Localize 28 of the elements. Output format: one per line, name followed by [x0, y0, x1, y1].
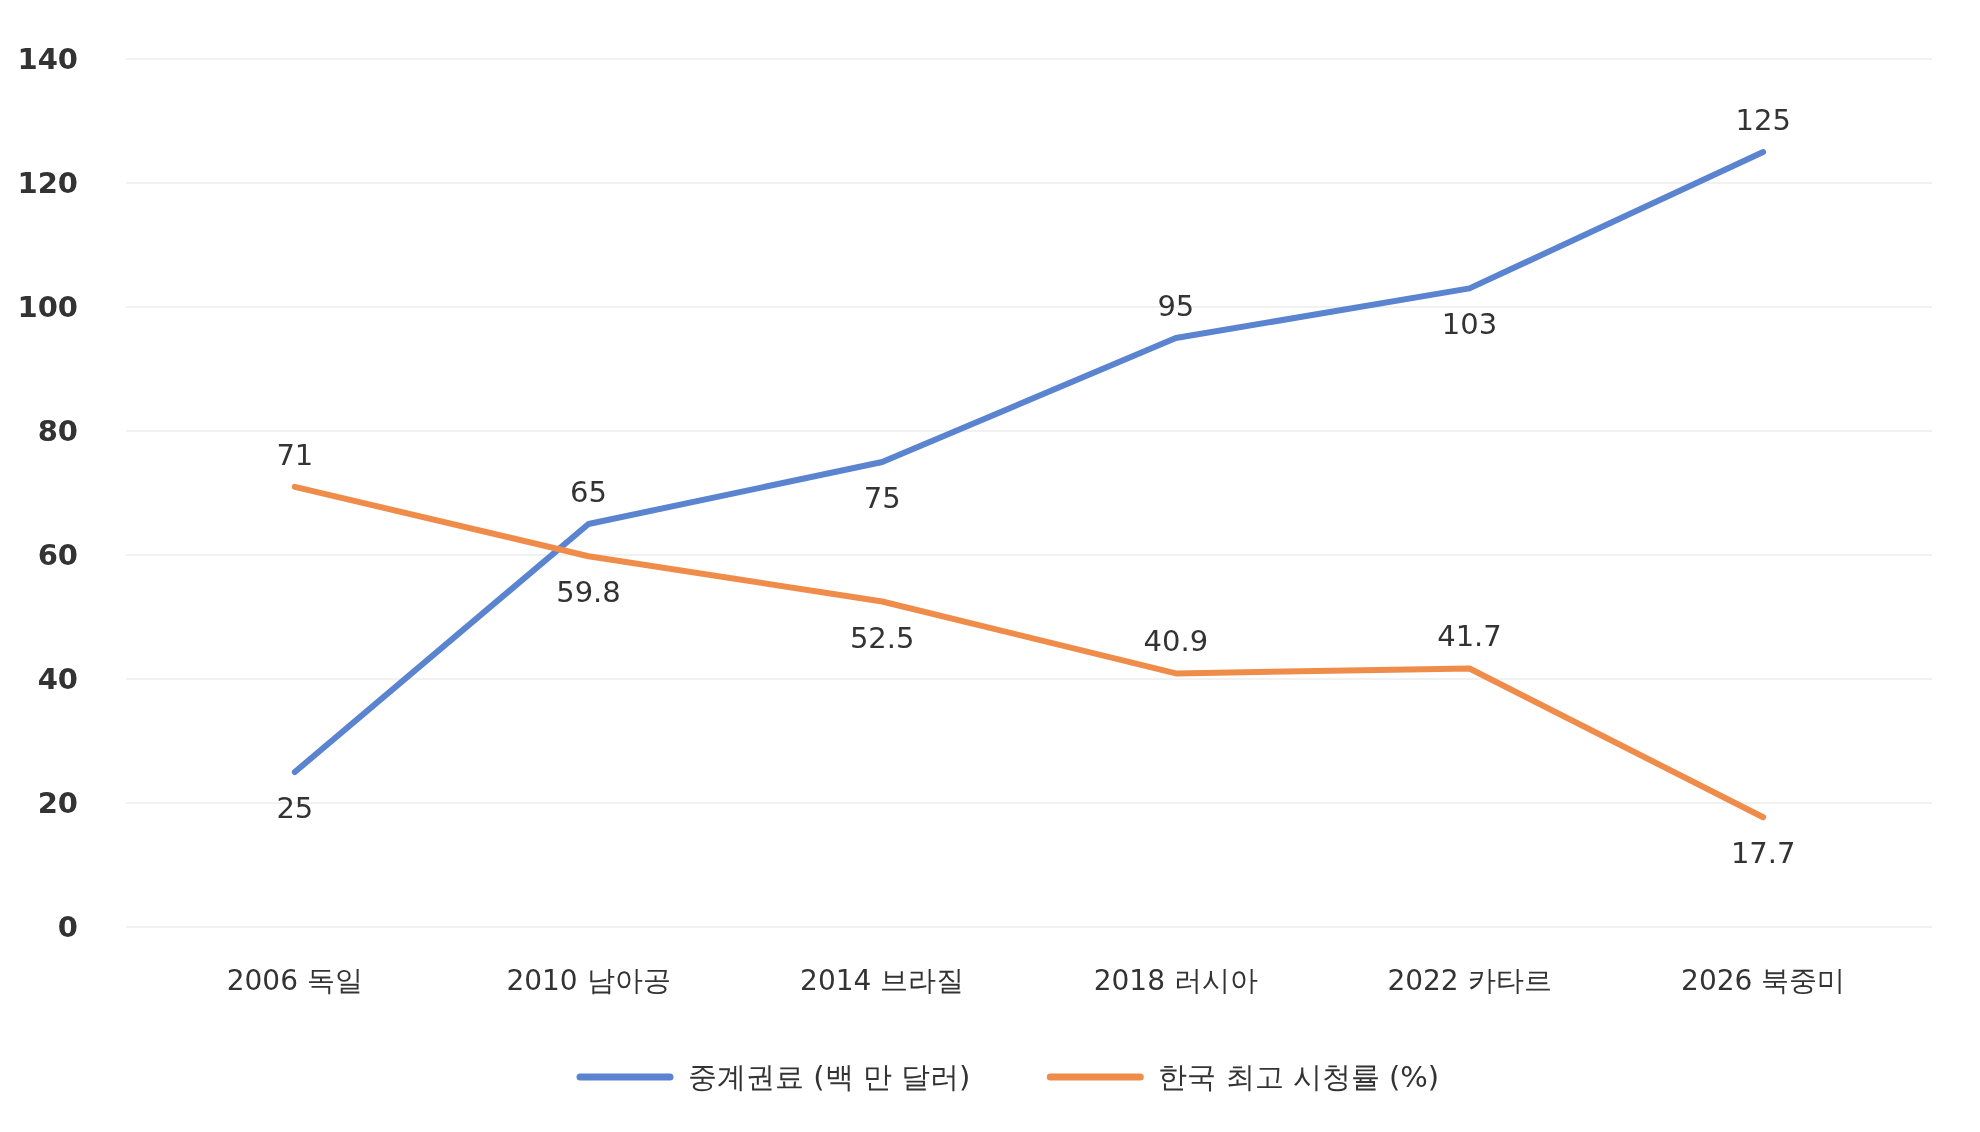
y-tick-label: 20 [37, 786, 78, 820]
data-label: 103 [1441, 307, 1498, 342]
y-tick-label: 80 [37, 414, 78, 448]
data-label: 75 [863, 481, 901, 515]
data-label: 17.7 [1730, 836, 1796, 871]
x-tick-label: 2014 브라질 [800, 964, 965, 997]
y-tick-label: 100 [17, 290, 78, 324]
y-tick-label: 140 [17, 42, 78, 76]
data-label: 71 [276, 437, 314, 472]
data-label: 25 [276, 791, 314, 825]
data-label: 41.7 [1437, 619, 1502, 654]
x-tick-label: 2026 북중미 [1681, 964, 1846, 997]
legend-label: 중계권료 (백 만 달러) [688, 1060, 971, 1094]
x-tick-label: 2018 러시아 [1093, 964, 1258, 997]
x-tick-label: 2022 카타르 [1387, 964, 1552, 997]
y-tick-label: 60 [37, 538, 78, 572]
data-label: 65 [570, 475, 607, 509]
data-label: 125 [1735, 103, 1791, 137]
y-tick-label: 0 [57, 910, 78, 944]
legend-label: 한국 최고 시청률 (%) [1158, 1060, 1440, 1094]
data-label: 59.8 [556, 575, 621, 610]
x-tick-label: 2010 남아공 [506, 964, 671, 997]
data-label: 95 [1157, 289, 1195, 323]
x-tick-label: 2006 독일 [226, 964, 363, 997]
y-tick-label: 120 [17, 166, 78, 200]
data-label: 52.5 [849, 620, 915, 655]
y-tick-label: 40 [37, 662, 78, 696]
data-label: 40.9 [1143, 624, 1209, 659]
